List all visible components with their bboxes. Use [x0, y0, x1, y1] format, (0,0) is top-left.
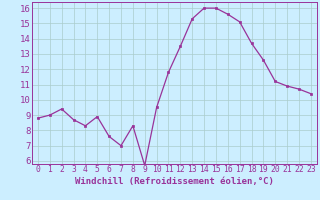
X-axis label: Windchill (Refroidissement éolien,°C): Windchill (Refroidissement éolien,°C)	[75, 177, 274, 186]
